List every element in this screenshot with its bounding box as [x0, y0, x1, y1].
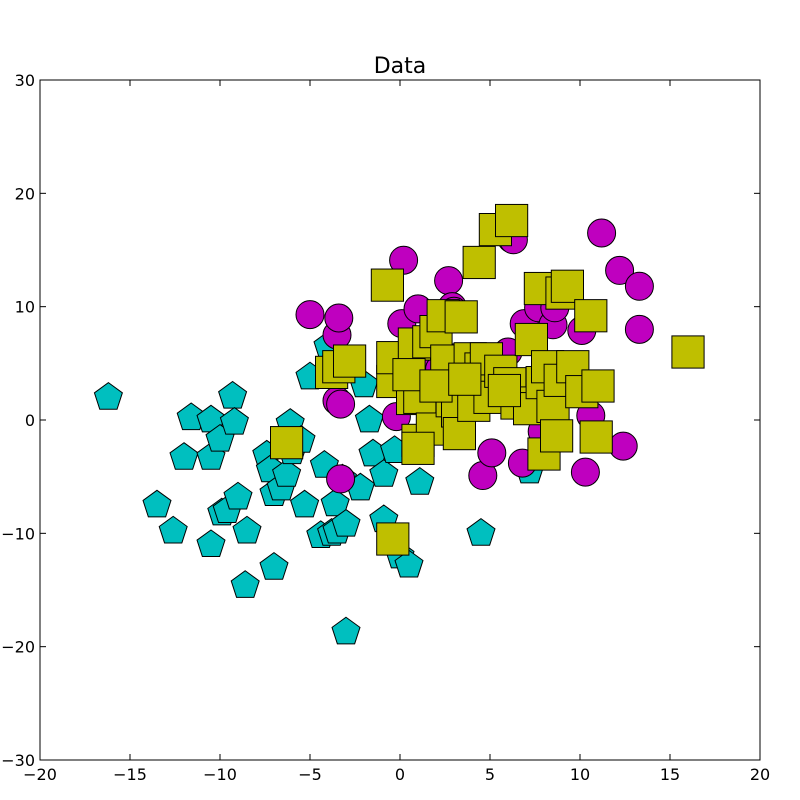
point-pentagon-0-38 — [354, 404, 384, 433]
y-tick-label-1: −20 — [1, 638, 35, 657]
point-square-2-45 — [574, 299, 608, 333]
y-tick-label-2: −10 — [1, 524, 35, 543]
point-pentagon-0-35 — [331, 616, 361, 645]
y-tick-label-5: 20 — [15, 184, 35, 203]
point-square-2-7 — [376, 522, 410, 556]
point-circle-1-2 — [324, 303, 354, 333]
marks-layer — [40, 80, 760, 760]
point-circle-1-5 — [326, 464, 356, 494]
point-pentagon-0-32 — [320, 488, 350, 517]
point-pentagon-0-11 — [218, 380, 248, 409]
point-square-2-20 — [444, 300, 478, 334]
x-tick-label-4: 0 — [395, 765, 405, 784]
y-tick-label-4: 10 — [15, 298, 35, 317]
point-pentagon-0-25 — [290, 489, 320, 518]
point-pentagon-0-3 — [169, 442, 199, 470]
point-pentagon-0-45 — [405, 467, 435, 495]
point-pentagon-0-44 — [394, 549, 424, 578]
point-pentagon-0-2 — [158, 515, 188, 544]
chart-title: Data — [374, 54, 427, 79]
point-circle-1-35 — [587, 218, 617, 248]
x-tick-label-8: 20 — [750, 765, 770, 784]
point-square-2-48 — [671, 335, 705, 369]
point-square-2-47 — [581, 369, 615, 403]
x-tick-label-5: 5 — [485, 765, 495, 784]
point-pentagon-0-1 — [142, 489, 172, 518]
x-tick-label-2: −10 — [203, 765, 237, 784]
point-square-2-23 — [462, 245, 496, 280]
point-pentagon-0-34 — [331, 508, 361, 537]
y-tick-label-3: 0 — [25, 411, 35, 430]
point-square-2-50 — [419, 369, 453, 403]
point-square-2-53 — [487, 373, 521, 408]
point-pentagon-0-7 — [196, 529, 226, 558]
x-tick-label-7: 15 — [660, 765, 680, 784]
point-circle-1-4 — [326, 389, 356, 419]
point-circle-1-39 — [624, 314, 654, 344]
x-tick-label-6: 10 — [570, 765, 590, 784]
x-tick-label-3: −5 — [298, 765, 322, 784]
y-tick-label-0: −30 — [1, 751, 35, 770]
point-circle-1-37 — [608, 431, 638, 461]
point-pentagon-0-41 — [369, 459, 399, 487]
point-square-2-19 — [442, 417, 476, 451]
x-tick-label-1: −15 — [113, 765, 147, 784]
point-square-2-3 — [333, 344, 367, 378]
y-tick-label-6: 30 — [15, 71, 35, 90]
point-square-2-39 — [540, 419, 574, 453]
point-pentagon-0-18 — [259, 552, 289, 580]
point-pentagon-0-21 — [272, 459, 302, 487]
point-square-2-30 — [495, 203, 529, 238]
point-pentagon-0-15 — [230, 570, 260, 598]
point-square-2-46 — [579, 420, 613, 454]
point-pentagon-0-14 — [232, 515, 262, 544]
point-square-2-0 — [270, 426, 304, 460]
point-square-2-42 — [550, 269, 584, 303]
x-tick-label-0: −20 — [23, 765, 57, 784]
point-circle-1-17 — [477, 438, 507, 468]
point-pentagon-0-0 — [93, 382, 123, 410]
point-pentagon-0-13 — [223, 481, 253, 510]
point-circle-1-34 — [570, 457, 600, 487]
point-square-2-51 — [401, 431, 435, 465]
point-circle-1-12 — [434, 266, 464, 296]
point-circle-1-38 — [624, 271, 654, 301]
point-square-2-52 — [448, 362, 482, 396]
point-pentagon-0-12 — [219, 406, 249, 435]
point-circle-1-36 — [605, 255, 635, 285]
point-circle-1-0 — [295, 300, 325, 330]
point-square-2-4 — [370, 268, 404, 302]
point-pentagon-0-46 — [466, 518, 496, 546]
